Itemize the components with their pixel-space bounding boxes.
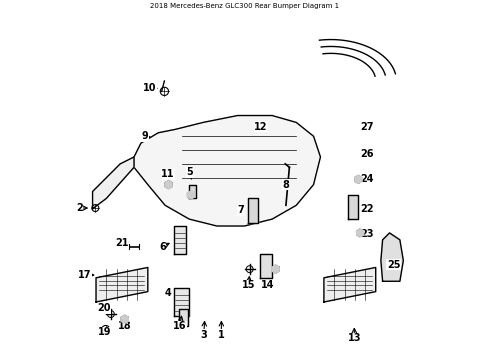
Text: 3: 3 bbox=[200, 330, 207, 340]
Polygon shape bbox=[121, 315, 128, 323]
Polygon shape bbox=[173, 288, 189, 316]
Text: 13: 13 bbox=[347, 333, 360, 343]
Text: 9: 9 bbox=[142, 131, 148, 141]
Text: 17: 17 bbox=[78, 270, 92, 280]
Text: 19: 19 bbox=[98, 327, 111, 337]
Text: 2: 2 bbox=[76, 203, 82, 213]
Text: 20: 20 bbox=[97, 303, 110, 313]
Polygon shape bbox=[354, 175, 361, 184]
Polygon shape bbox=[356, 229, 363, 237]
Text: 27: 27 bbox=[360, 122, 373, 131]
Polygon shape bbox=[380, 233, 403, 281]
Text: 7: 7 bbox=[237, 206, 244, 216]
Text: 1: 1 bbox=[218, 330, 224, 340]
Text: 4: 4 bbox=[164, 288, 171, 298]
Text: 24: 24 bbox=[360, 174, 373, 184]
Text: 25: 25 bbox=[386, 260, 400, 270]
Polygon shape bbox=[134, 116, 320, 226]
Polygon shape bbox=[187, 191, 194, 199]
Text: 22: 22 bbox=[360, 204, 373, 214]
Text: 18: 18 bbox=[117, 321, 131, 331]
Text: 8: 8 bbox=[282, 180, 289, 190]
Text: 12: 12 bbox=[254, 122, 267, 131]
Polygon shape bbox=[323, 267, 375, 302]
Polygon shape bbox=[271, 265, 279, 273]
Text: 21: 21 bbox=[115, 238, 128, 248]
Polygon shape bbox=[347, 195, 358, 219]
Text: 26: 26 bbox=[360, 149, 373, 158]
Text: 5: 5 bbox=[186, 167, 193, 177]
Text: 23: 23 bbox=[360, 229, 373, 239]
Polygon shape bbox=[173, 226, 185, 254]
Polygon shape bbox=[92, 157, 134, 209]
Text: 11: 11 bbox=[161, 169, 174, 179]
Title: 2018 Mercedes-Benz GLC300 Rear Bumper Diagram 1: 2018 Mercedes-Benz GLC300 Rear Bumper Di… bbox=[150, 3, 338, 9]
Polygon shape bbox=[96, 267, 147, 302]
Polygon shape bbox=[179, 309, 187, 326]
Polygon shape bbox=[260, 254, 271, 278]
Polygon shape bbox=[188, 185, 196, 198]
Text: 16: 16 bbox=[172, 321, 186, 331]
Text: 14: 14 bbox=[261, 280, 274, 291]
Text: 10: 10 bbox=[142, 83, 156, 93]
Polygon shape bbox=[164, 180, 172, 189]
Text: 15: 15 bbox=[242, 280, 255, 291]
Polygon shape bbox=[247, 198, 258, 222]
Text: 6: 6 bbox=[159, 242, 165, 252]
